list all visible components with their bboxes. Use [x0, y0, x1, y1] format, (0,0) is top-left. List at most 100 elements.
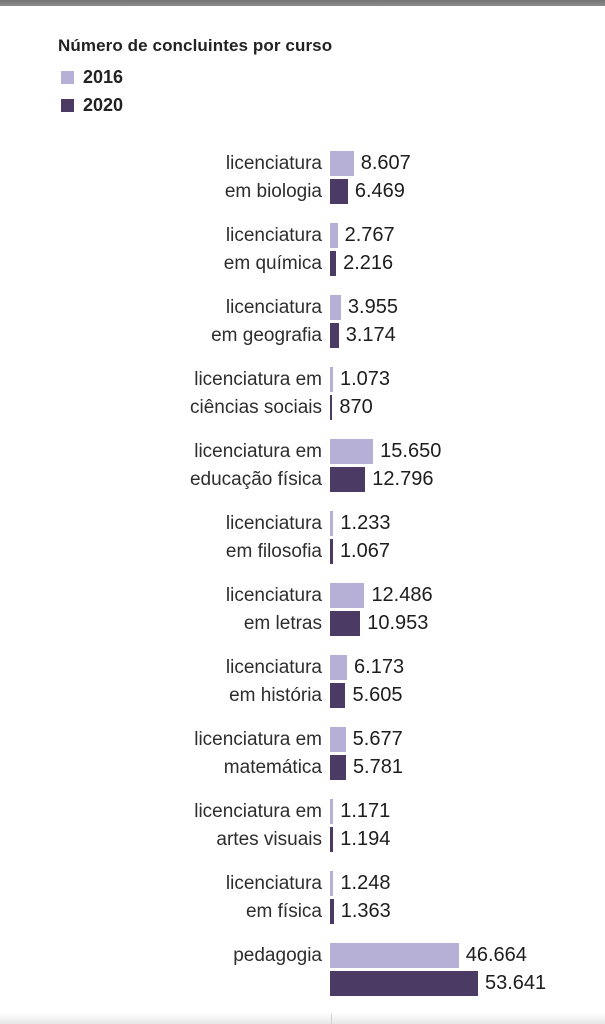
category-label-line1: licenciatura [225, 224, 322, 246]
bar-row-2016: 1.233 [330, 511, 605, 536]
bar-group: licenciatura 8.607 em biologia 6.469 [0, 151, 605, 204]
category-label-line2: matemática [223, 756, 322, 778]
value-label-2016: 12.486 [371, 584, 433, 606]
bar-row-2016: 2.767 [330, 223, 605, 248]
bar-row-2016: 6.173 [330, 655, 605, 680]
category-label-line2: em letras [243, 612, 322, 634]
category-label-line1: licenciatura em [194, 368, 322, 390]
bar-row-2016: 1.073 [330, 367, 605, 392]
category-label-line1: licenciatura [225, 872, 322, 894]
bar-row-2020: 1.067 [330, 539, 605, 564]
bar-2020 [330, 179, 348, 204]
value-label-2016: 8.607 [360, 152, 411, 174]
bar-row-2020: 1.194 [330, 827, 605, 852]
bar-row-2020: 1.363 [330, 899, 605, 924]
value-label-2016: 6.173 [354, 656, 405, 678]
legend-swatch-2020-icon [61, 98, 74, 112]
legend-item-2016: 2016 [58, 63, 332, 91]
category-label-line1: licenciatura em [194, 440, 322, 462]
legend-label-2016: 2016 [83, 66, 124, 87]
bar-2020 [330, 611, 361, 636]
bar-row-2020: 6.469 [330, 179, 605, 204]
category-label-line2: em biologia [224, 180, 322, 202]
bar-row-2020: 53.641 [330, 971, 605, 996]
bar-group: licenciatura em 1.171 artes visuais 1.19… [0, 799, 605, 852]
bar-2020 [330, 827, 334, 852]
category-label-line2: ciências sociais [190, 396, 322, 418]
bar-2016 [330, 223, 338, 248]
legend-label-2020: 2020 [83, 94, 124, 115]
bar-row-2016: 12.486 [330, 583, 605, 608]
value-label-2020: 2.216 [343, 252, 394, 274]
bar-row-2020: 870 [330, 395, 605, 420]
value-label-2016: 3.955 [347, 296, 398, 318]
category-label-line2: artes visuais [216, 828, 322, 850]
bar-row-2016: 15.650 [330, 439, 605, 464]
value-label-2020: 5.605 [352, 684, 403, 706]
bar-row-2020: 12.796 [330, 467, 605, 492]
category-label-line2: em química [223, 252, 322, 274]
value-label-2016: 5.677 [352, 728, 403, 750]
bar-2016 [330, 583, 365, 608]
category-label-line2: em história [229, 684, 322, 706]
bar-2016 [330, 799, 334, 824]
value-label-2020: 3.174 [345, 324, 396, 346]
category-label-line2: educação física [189, 468, 322, 490]
bar-2020 [330, 323, 339, 348]
bar-2016 [330, 943, 459, 968]
bar-2020 [330, 467, 366, 492]
bar-2016 [330, 871, 334, 896]
value-label-2016: 46.664 [465, 944, 527, 966]
value-label-2020: 53.641 [485, 972, 547, 994]
value-label-2020: 6.469 [354, 180, 405, 202]
category-label-line2 [0, 971, 330, 996]
category-label-line2: em física [245, 900, 322, 922]
bar-2020 [330, 539, 333, 564]
bar-2016 [330, 439, 374, 464]
bar-2020 [330, 755, 346, 780]
value-label-2016: 1.233 [340, 512, 391, 534]
bar-2020 [330, 251, 337, 276]
value-label-2016: 2.767 [344, 224, 395, 246]
bar-row-2016: 1.248 [330, 871, 605, 896]
chart-header: Número de concluintes por curso 2016 202… [58, 36, 332, 119]
value-label-2020: 1.194 [340, 828, 391, 850]
bar-group: licenciatura 3.955 em geografia 3.174 [0, 295, 605, 348]
category-label-line1: licenciatura [225, 152, 322, 174]
legend: 2016 2020 [58, 63, 332, 119]
category-label-line1: licenciatura em [194, 800, 322, 822]
bar-row-2020: 3.174 [330, 323, 605, 348]
bar-2016 [330, 655, 348, 680]
bar-row-2020: 5.781 [330, 755, 605, 780]
legend-item-2020: 2020 [58, 91, 332, 119]
bar-group: licenciatura 1.248 em física 1.363 [0, 871, 605, 924]
bar-2016 [330, 511, 334, 536]
value-label-2016: 15.650 [380, 440, 442, 462]
category-label-line1: licenciatura em [194, 728, 322, 750]
bar-2016 [330, 367, 333, 392]
value-label-2016: 1.248 [340, 872, 391, 894]
footer-strip [0, 1014, 605, 1024]
bar-group: pedagogia 46.664 53.641 [0, 943, 605, 996]
bar-2016 [330, 151, 354, 176]
bar-row-2020: 5.605 [330, 683, 605, 708]
bar-row-2020: 2.216 [330, 251, 605, 276]
bar-chart: licenciatura 8.607 em biologia 6.469 lic… [0, 151, 605, 1015]
bar-row-2016: 1.171 [330, 799, 605, 824]
value-label-2020: 870 [339, 396, 373, 418]
chart-title: Número de concluintes por curso [58, 36, 333, 55]
bar-group: licenciatura em 1.073 ciências sociais 8… [0, 367, 605, 420]
bar-row-2020: 10.953 [330, 611, 605, 636]
value-label-2020: 1.363 [340, 900, 391, 922]
bar-row-2016: 46.664 [330, 943, 605, 968]
category-label-line2: em geografia [211, 324, 322, 346]
bar-2016 [330, 295, 341, 320]
bar-2016 [330, 727, 346, 752]
category-label-line1: pedagogia [233, 944, 322, 966]
bar-group: licenciatura em 15.650 educação física 1… [0, 439, 605, 492]
bar-group: licenciatura 12.486 em letras 10.953 [0, 583, 605, 636]
bar-group: licenciatura 1.233 em filosofia 1.067 [0, 511, 605, 564]
value-label-2020: 1.067 [339, 540, 390, 562]
bar-2020 [330, 395, 333, 420]
